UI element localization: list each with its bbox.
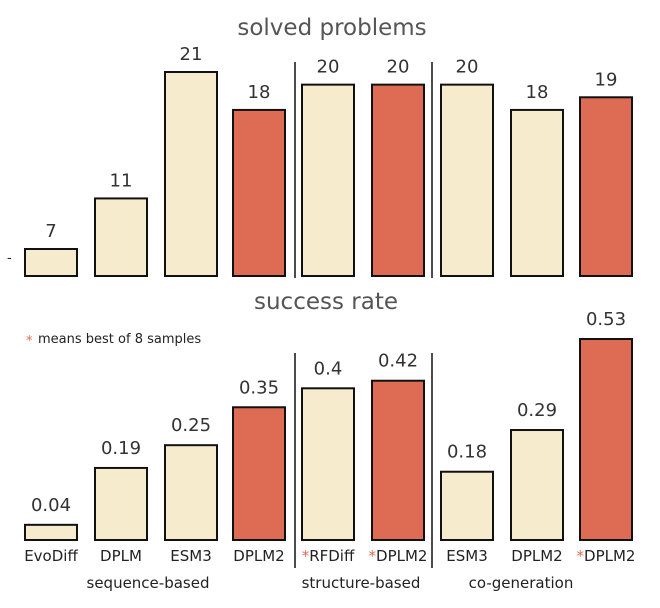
solved-problems-value-label-1: 7 (45, 221, 56, 242)
success-rate-bar-6 (371, 379, 425, 541)
success-rate-value-label-3: 0.25 (171, 415, 211, 436)
solved-problems-bar-4 (232, 108, 286, 277)
solved-problems-bar-6 (371, 83, 425, 278)
category-label-1: EvoDiff (24, 547, 78, 565)
success-rate-bar-1 (24, 523, 78, 542)
group-dividers (294, 62, 433, 568)
success-rate-value-label-4: 0.35 (239, 377, 279, 398)
group-label-3: co-generation (469, 574, 574, 592)
solved-problems-value-label-8: 18 (526, 82, 549, 103)
group-label-1: sequence-based (87, 574, 210, 592)
category-label-3: ESM3 (170, 547, 211, 565)
solved-problems-value-label-3: 21 (180, 44, 203, 65)
y-tick-mark: - (7, 251, 12, 266)
category-label-7: ESM3 (446, 547, 487, 565)
success-rate-bar-2 (94, 466, 148, 541)
solved-problems-value-label-2: 11 (110, 170, 133, 191)
success-rate-value-label-7: 0.18 (447, 442, 487, 463)
category-label-4: DPLM2 (233, 547, 284, 565)
success-rate-bar-4 (232, 406, 286, 542)
success-rate-value-label-2: 0.19 (101, 438, 141, 459)
category-label-6: *DPLM2 (369, 547, 428, 565)
category-label-2: DPLM (100, 547, 142, 565)
solved-problems-bar-8 (510, 108, 564, 277)
solved-problems-bars: 7 11 21 18 20 20 20 18 19 (24, 44, 633, 278)
success-rate-bars: 0.04 0.19 0.25 0.35 0.4 0.42 0.18 0.29 0.53 (24, 309, 633, 542)
solved-problems-value-label-9: 19 (595, 69, 618, 90)
solved-problems-bar-5 (301, 83, 355, 278)
solved-problems-bar-2 (94, 197, 148, 277)
solved-problems-bar-1 (24, 248, 78, 277)
success-rate-value-label-6: 0.42 (378, 351, 418, 372)
solved-problems-value-label-5: 20 (317, 57, 340, 78)
success-rate-bar-7 (440, 470, 494, 541)
category-label-5: *RFDiff (302, 547, 355, 565)
solved-problems-value-label-7: 20 (456, 57, 479, 78)
solved-problems-bar-3 (164, 71, 218, 277)
success-rate-bar-3 (164, 444, 218, 542)
group-labels: sequence-based structure-based co-generati… (87, 574, 574, 592)
category-label-8: DPLM2 (511, 547, 562, 565)
solved-problems-bar-7 (440, 83, 494, 278)
success-rate-value-label-8: 0.29 (517, 400, 557, 421)
success-rate-value-label-5: 0.4 (314, 358, 343, 379)
solved-problems-title: solved problems (237, 15, 426, 41)
category-label-9: *DPLM2 (577, 547, 636, 565)
best-of-8-note: * means best of 8 samples (26, 332, 201, 349)
asterisk-mark: * (26, 334, 33, 349)
note-text: means best of 8 samples (38, 332, 201, 347)
solved-problems-value-label-4: 18 (248, 82, 271, 103)
group-label-2: structure-based (302, 574, 421, 592)
success-rate-value-label-1: 0.04 (31, 495, 71, 516)
category-labels: EvoDiff DPLM ESM3 DPLM2 *RFDiff *DPLM2 ESM3 DPL… (24, 547, 635, 565)
success-rate-title: success rate (254, 289, 398, 315)
success-rate-bar-5 (301, 387, 355, 541)
success-rate-bar-8 (510, 429, 564, 541)
solved-problems-value-label-6: 20 (387, 57, 410, 78)
success-rate-bar-9 (579, 338, 633, 541)
success-rate-value-label-9: 0.53 (586, 309, 626, 330)
solved-problems-bar-9 (579, 96, 633, 277)
